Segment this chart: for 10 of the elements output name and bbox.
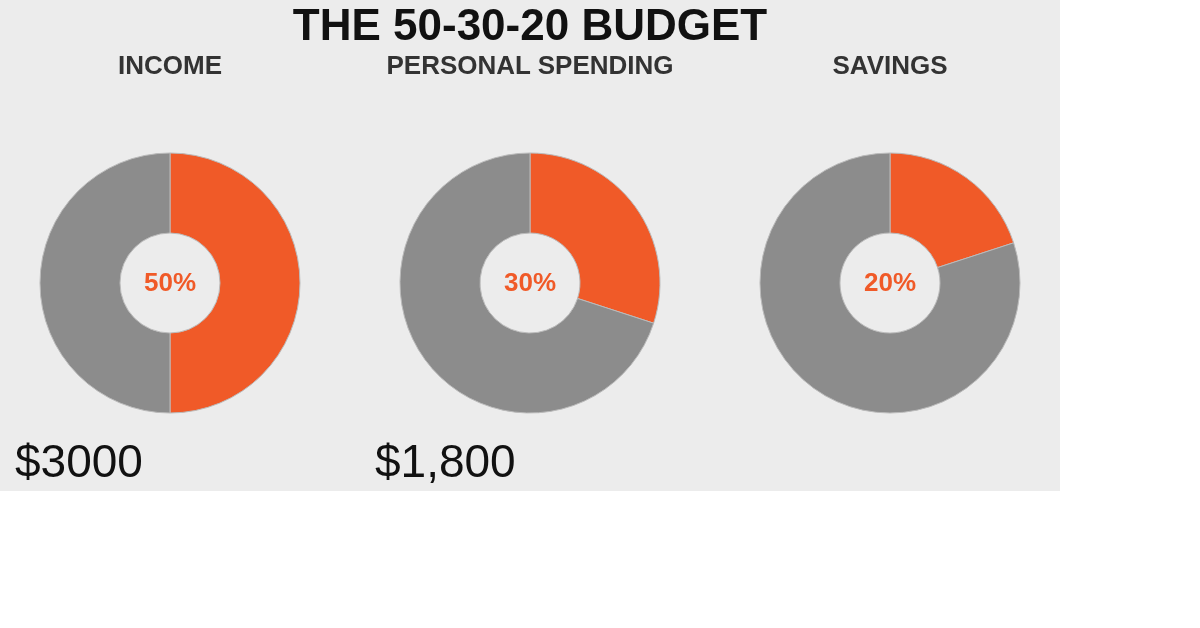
chart-title: INCOME [118,50,222,80]
text: $1,800 [375,435,516,487]
chart-title: PERSONAL SPENDING [386,50,674,80]
chart-title: SAVINGS [832,50,948,80]
text: 50% [143,267,197,297]
donut-slice [759,152,1021,414]
text: 30% [503,267,557,297]
text: THE 50-30-20 BUDGET [292,0,768,49]
text: 20% [863,267,917,297]
text: $3000 [15,435,143,487]
